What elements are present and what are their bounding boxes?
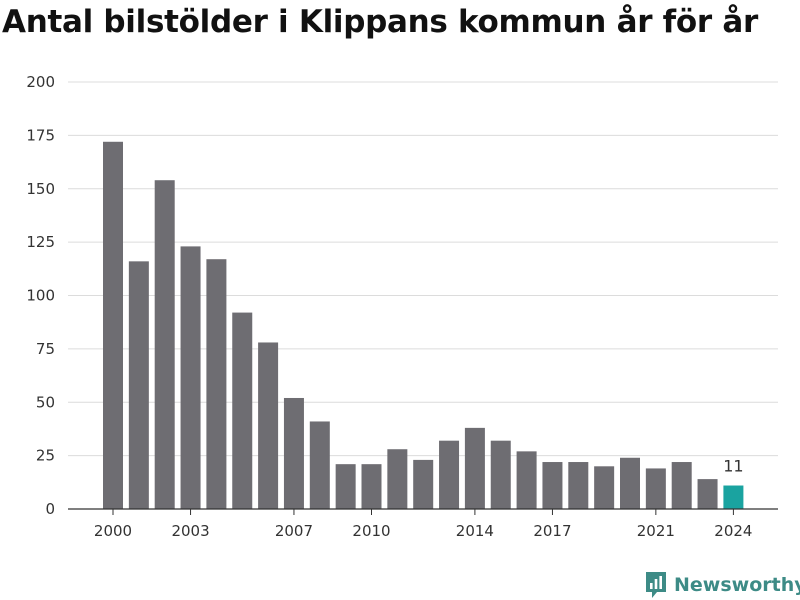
y-axis-ticks: 0 25 50 75 100 125 150 175 200 <box>26 73 55 518</box>
chart-title: Antal bilstölder i Klippans kommun år fö… <box>2 4 758 40</box>
y-tick-label-75: 75 <box>36 340 55 358</box>
bar-2022 <box>671 462 692 509</box>
bar-2012 <box>413 459 434 509</box>
bar-2008 <box>309 421 330 509</box>
y-tick-label-25: 25 <box>36 447 55 465</box>
y-tick-label-125: 125 <box>26 233 55 251</box>
x-tick-label-2014: 2014 <box>456 522 494 540</box>
bar-2018 <box>568 462 589 509</box>
bar-2014 <box>464 427 485 509</box>
bar-2006 <box>258 342 279 509</box>
x-axis-ticks: 2000 2003 2007 2010 2014 2017 2021 2024 <box>94 509 752 540</box>
bar-2017 <box>542 462 563 509</box>
bar-2013 <box>439 440 460 509</box>
x-tick-label-2024: 2024 <box>714 522 752 540</box>
bar-2002 <box>154 180 175 509</box>
newsworthy-brand: Newsworthy <box>644 570 800 600</box>
bar-2015 <box>490 440 511 509</box>
bar-2010 <box>361 464 382 509</box>
y-tick-label-100: 100 <box>26 287 55 305</box>
bar-2009 <box>335 464 356 509</box>
bar-2000 <box>103 141 123 509</box>
y-tick-label-50: 50 <box>36 393 55 411</box>
bar-2024 <box>723 485 744 509</box>
bar-2007 <box>283 397 304 509</box>
bar-2021 <box>645 468 666 509</box>
bar-2003 <box>180 246 201 509</box>
brand-name: Newsworthy <box>674 574 800 596</box>
y-tick-label-0: 0 <box>45 500 55 518</box>
bar-2004 <box>206 259 227 509</box>
y-tick-label-150: 150 <box>26 180 55 198</box>
bar-2016 <box>516 451 537 509</box>
bar-2001 <box>128 261 149 509</box>
x-tick-label-2017: 2017 <box>533 522 571 540</box>
bar-2005 <box>232 312 253 509</box>
data-labels: 11 <box>723 457 743 476</box>
data-label-2024: 11 <box>723 457 743 476</box>
newsworthy-logo-icon <box>646 572 666 598</box>
bar-2019 <box>594 466 615 509</box>
x-tick-label-2003: 2003 <box>171 522 209 540</box>
bars <box>103 141 744 509</box>
x-tick-label-2010: 2010 <box>352 522 390 540</box>
x-tick-label-2000: 2000 <box>94 522 132 540</box>
y-tick-label-175: 175 <box>26 126 55 144</box>
y-tick-label-200: 200 <box>26 73 55 91</box>
bar-2011 <box>387 449 408 509</box>
bar-2023 <box>697 479 718 509</box>
x-tick-label-2021: 2021 <box>637 522 675 540</box>
bar-2020 <box>620 457 640 509</box>
x-tick-label-2007: 2007 <box>275 522 313 540</box>
